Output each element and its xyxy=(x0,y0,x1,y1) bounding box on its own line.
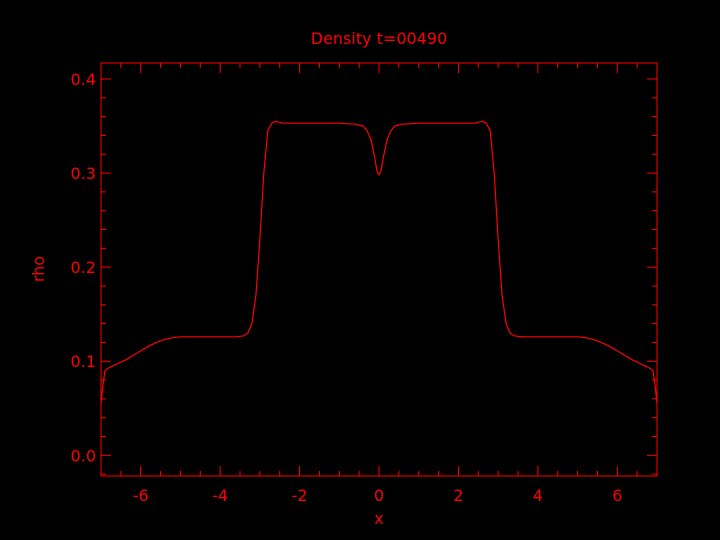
x-tick-label: 0 xyxy=(374,486,384,505)
x-axis-label: x xyxy=(374,509,383,528)
y-tick-label: 0.0 xyxy=(71,446,96,465)
y-tick-label: 0.4 xyxy=(71,70,96,89)
x-tick-label: -2 xyxy=(292,486,308,505)
ticks: -6 -4 -2 0 2 4 6 0.0 0.1 0.2 0.3 0.4 xyxy=(71,63,658,505)
x-tick-label: 6 xyxy=(612,486,622,505)
y-tick-label: 0.1 xyxy=(71,352,96,371)
x-tick-label: -6 xyxy=(133,486,149,505)
y-tick-label: 0.2 xyxy=(71,258,96,277)
x-tick-label: 2 xyxy=(453,486,463,505)
x-tick-label: -4 xyxy=(212,486,228,505)
y-tick-label: 0.3 xyxy=(71,164,96,183)
chart-title: Density t=00490 xyxy=(311,29,448,48)
series-group xyxy=(100,120,658,404)
y-axis-label: rho xyxy=(29,256,48,282)
x-tick-label: 4 xyxy=(533,486,543,505)
density-line xyxy=(100,120,658,404)
